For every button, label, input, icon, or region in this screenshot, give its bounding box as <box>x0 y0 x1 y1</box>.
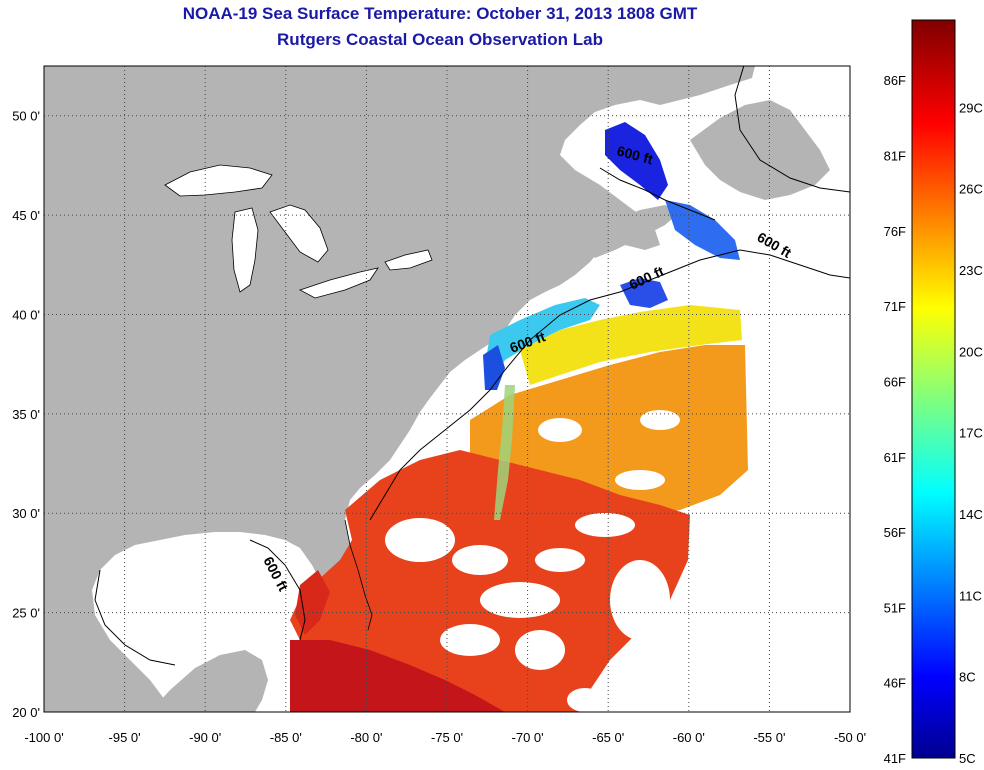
lon-tick-label: -90 0' <box>189 730 221 745</box>
colorbar-c-label: 8C <box>959 670 976 685</box>
latitude-labels: 50 0' 45 0' 40 0' 35 0' 30 0' 25 0' 20 0' <box>12 109 40 720</box>
sst-scotian-shelf <box>665 200 740 260</box>
colorbar-f-label: 51F <box>884 600 906 615</box>
colorbar-c-label: 29C <box>959 100 983 115</box>
colorbar-c-label: 11C <box>959 588 982 603</box>
colorbar-c-label: 14C <box>959 507 983 522</box>
isobath-600ft <box>94 66 850 666</box>
lat-tick-label: 40 0' <box>12 307 40 322</box>
cloud-gaps <box>385 410 680 712</box>
sst-slope-yellow <box>520 305 742 385</box>
colorbar-c-label: 20C <box>959 344 983 359</box>
land-newfoundland <box>690 100 830 200</box>
sst-georges-bank <box>620 278 668 308</box>
sst-cold-filament <box>494 385 515 520</box>
land-nova-scotia <box>580 205 680 258</box>
colorbar-c-label: 5C <box>959 751 976 766</box>
lat-tick-label: 45 0' <box>12 208 40 223</box>
coast-lines <box>344 519 373 631</box>
lon-tick-label: -60 0' <box>673 730 705 745</box>
lon-tick-label: -80 0' <box>350 730 382 745</box>
lat-tick-label: 20 0' <box>12 705 40 720</box>
colorbar-c-label: 26C <box>959 182 983 197</box>
land-north-america <box>44 66 755 712</box>
sst-caribbean-darkred <box>290 640 505 712</box>
sst-gulf-strip <box>295 570 330 635</box>
colorbar-f-label: 66F <box>884 374 906 389</box>
lat-tick-label: 30 0' <box>12 506 40 521</box>
land-yucatan <box>150 650 268 712</box>
lat-tick-label: 25 0' <box>12 606 40 621</box>
lon-tick-label: -100 0' <box>24 730 63 745</box>
colorbar-f-label: 86F <box>884 73 906 88</box>
lat-tick-label: 35 0' <box>12 407 40 422</box>
colorbar-f-label: 76F <box>884 224 906 239</box>
colorbar-f-label: 71F <box>884 299 906 314</box>
longitude-labels: -100 0' -95 0' -90 0' -85 0' -80 0' -75 0' -70… <box>24 730 866 745</box>
lon-tick-label: -70 0' <box>512 730 544 745</box>
colorbar-f-label: 56F <box>884 525 906 540</box>
colorbar-celsius-labels: 29C 26C 23C 20C 17C 14C 11C 8C 5C <box>959 100 983 766</box>
colorbar-fahrenheit-labels: 86F 81F 76F 71F 66F 61F 56F 51F 46F 41F <box>884 73 906 766</box>
sst-shelf-blue <box>483 345 505 390</box>
lon-tick-label: -75 0' <box>431 730 463 745</box>
lon-tick-label: -85 0' <box>270 730 302 745</box>
colorbar-f-label: 46F <box>884 676 906 691</box>
lon-tick-label: -50 0' <box>834 730 866 745</box>
colorbar-f-label: 81F <box>884 149 906 164</box>
lon-tick-label: -65 0' <box>592 730 624 745</box>
map-subtitle: Rutgers Coastal Ocean Observation Lab <box>277 30 603 49</box>
colorbar-c-label: 17C <box>959 426 983 441</box>
sst-shelf-cold <box>485 298 600 380</box>
colorbar-f-label: 41F <box>884 751 906 766</box>
lat-tick-label: 50 0' <box>12 109 40 124</box>
map-title: NOAA-19 Sea Surface Temperature: October… <box>182 4 698 23</box>
lon-tick-label: -95 0' <box>109 730 141 745</box>
colorbar-c-label: 23C <box>959 263 983 278</box>
colorbar-f-label: 61F <box>884 450 906 465</box>
lon-tick-label: -55 0' <box>753 730 785 745</box>
great-lakes <box>164 164 433 299</box>
sst-gulf-st-lawrence <box>605 122 668 200</box>
colorbar <box>911 19 956 759</box>
map-frame <box>43 65 851 713</box>
